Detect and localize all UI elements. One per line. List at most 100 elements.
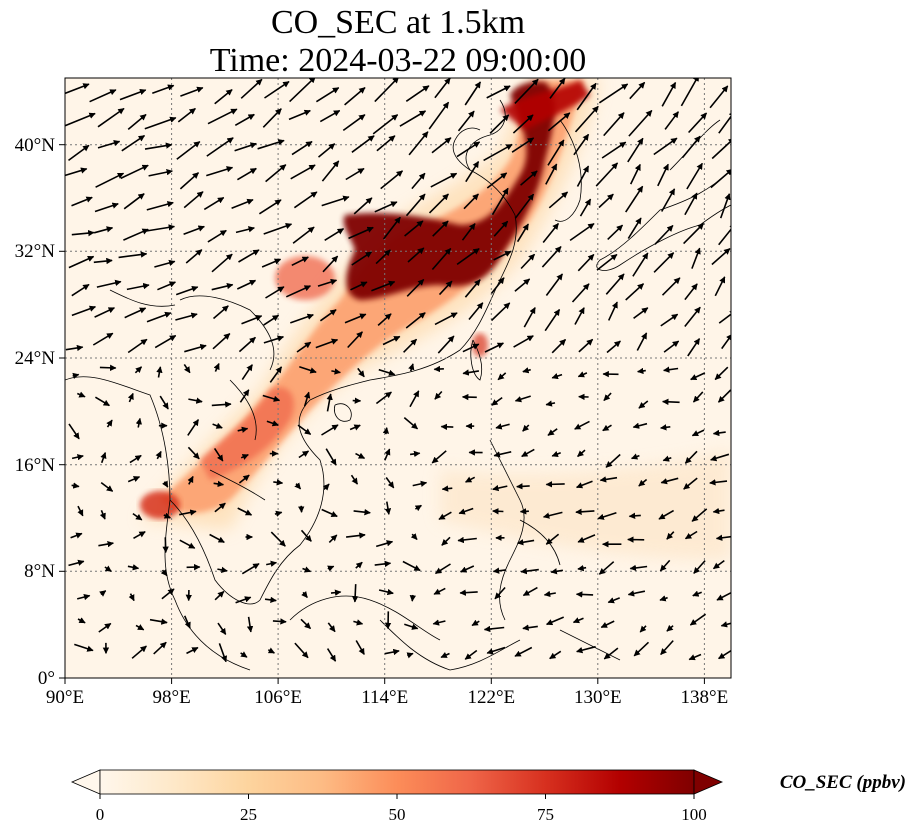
wind-arrow [131,645,147,659]
wind-arrow [324,228,345,241]
wind-arrow [598,561,615,575]
wind-arrow [89,89,117,103]
wind-arrow [441,485,453,492]
wind-arrow [664,111,680,130]
wind-arrow [291,256,309,267]
wind-arrow [440,652,450,659]
wind-arrow [598,83,629,104]
wind-arrow [175,285,199,296]
wind-arrow [712,559,725,570]
wind-arrow [461,223,476,241]
wind-arrow [240,453,249,460]
wind-arrow [353,197,373,215]
wind-arrow [441,536,451,546]
wind-arrow [240,651,248,658]
wind-arrow [660,424,671,431]
wind-arrow [595,162,619,187]
wind-arrow [209,533,225,544]
wind-arrow [459,589,478,596]
wind-arrow [344,313,367,324]
wind-arrow [351,251,373,266]
wind-arrow [152,84,175,94]
wind-arrow [688,112,708,134]
wind-arrow [632,422,648,429]
wind-arrow [662,455,672,462]
wind-arrow [179,539,196,549]
wind-arrow [99,590,107,597]
wind-arrow [571,283,590,303]
wind-arrow [68,255,95,269]
wind-arrow [96,279,122,288]
colorbar-tick-label: 25 [240,805,257,824]
wind-arrow [127,392,134,403]
wind-arrow [288,109,311,121]
chart-title: CO_SEC at 1.5km [270,4,526,41]
wind-arrow [684,530,698,540]
wind-arrow [128,593,135,602]
wind-arrow [134,366,143,374]
wind-arrow [497,372,507,381]
wind-arrow [238,474,250,484]
wind-arrow [547,112,571,132]
wind-arrow [523,307,536,328]
wind-arrow [513,335,534,348]
wind-arrow [514,395,531,403]
wind-arrow [576,82,597,111]
wind-arrow [321,195,350,207]
wind-arrow [240,78,263,99]
wind-arrow [516,223,529,243]
wind-arrow [296,341,312,353]
lat-tick-label: 32°N [15,241,56,262]
wind-arrow [605,453,621,468]
wind-arrow [236,279,257,290]
wind-arrow [683,477,698,490]
wind-arrow [68,559,85,567]
wind-arrow [433,365,444,373]
colorbar-tick-label: 75 [537,805,554,824]
wind-arrow [541,246,562,268]
wind-arrow [207,229,227,243]
wind-arrow [180,86,204,97]
wind-arrow [375,540,394,548]
wind-arrow [382,216,401,240]
wind-arrow [262,394,281,402]
wind-arrow [132,512,143,521]
wind-arrow [709,85,729,109]
wind-arrow [514,278,531,292]
wind-arrow [430,172,458,188]
wind-arrow [372,114,399,135]
wind-arrow [577,253,595,272]
wind-arrow [144,142,173,150]
wind-arrow [382,427,390,435]
wind-arrow [691,508,708,522]
wind-arrow [691,247,701,269]
wind-arrow [378,368,396,376]
wind-arrow [605,273,625,295]
wind-arrow [486,646,506,655]
wind-arrow [666,531,675,540]
wind-arrow [71,454,84,461]
wind-arrow [404,220,424,237]
wind-arrow [74,643,94,652]
wind-arrow [92,332,114,346]
wind-arrow [639,625,647,633]
wind-arrow [163,512,171,519]
wind-arrow [409,594,417,602]
lat-tick-label: 40°N [15,135,56,156]
wind-arrow [681,135,701,159]
wind-arrow [544,308,561,332]
colorbar-label: CO_SEC (ppbv) [780,772,906,793]
wind-arrow [95,172,125,188]
lon-tick-label: 98°E [152,687,190,708]
wind-arrow [431,450,447,464]
wind-arrow [545,533,560,545]
wind-arrow [692,391,704,403]
wind-arrow [718,223,731,246]
wind-arrow [331,368,341,375]
wind-arrow [93,226,114,234]
wind-arrow [353,619,364,626]
wind-arrow [206,166,234,177]
wind-arrow [471,619,480,627]
wind-arrow [438,511,452,520]
wind-arrow [408,131,429,156]
